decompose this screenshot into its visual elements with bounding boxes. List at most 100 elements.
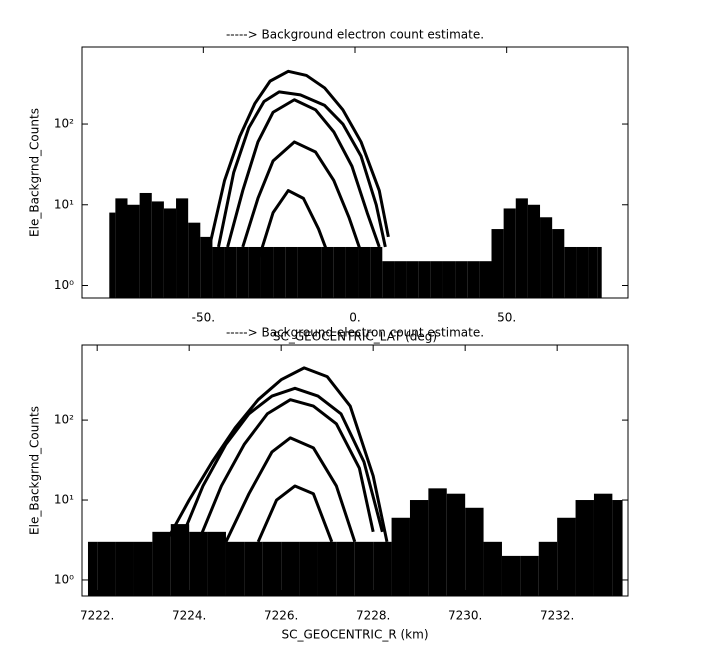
background-spike (133, 541, 153, 596)
background-spike (467, 261, 480, 298)
background-spike (336, 541, 355, 596)
background-spike (406, 261, 419, 298)
background-spike (557, 517, 576, 596)
background-spike (483, 541, 502, 596)
x-axis-label: SC_GEOCENTRIC_R (km) (282, 628, 429, 642)
background-spike (212, 246, 225, 298)
background-spike (575, 500, 594, 596)
x-tick-label: 50. (497, 311, 516, 325)
background-spike (442, 261, 456, 298)
background-spike (540, 217, 553, 298)
background-spike (87, 541, 98, 596)
background-spike (527, 204, 541, 298)
background-spike (115, 541, 134, 596)
background-spike (163, 208, 177, 298)
background-spike (446, 493, 466, 596)
background-spike (273, 246, 286, 298)
background-spike (479, 261, 492, 298)
background-spike (236, 246, 249, 298)
count-curve (224, 436, 357, 543)
background-spike (207, 531, 226, 596)
background-spike (225, 541, 245, 596)
count-curve (226, 98, 381, 248)
background-spike (465, 507, 484, 596)
background-spike (382, 261, 395, 298)
count-curve (164, 366, 389, 543)
count-curve (217, 90, 387, 248)
background-spike (200, 236, 213, 298)
x-tick-label: 7228. (356, 609, 390, 623)
background-spike (418, 261, 431, 298)
background-spike (588, 246, 598, 298)
plot-frame (81, 344, 629, 597)
background-spike (370, 246, 383, 298)
x-tick-label: 7222. (80, 609, 114, 623)
background-spike (127, 204, 140, 298)
background-spike (552, 229, 565, 298)
count-curve (207, 69, 390, 248)
count-curve (256, 484, 334, 543)
background-spike (358, 246, 371, 298)
y-tick-label: 10² (54, 117, 74, 131)
background-spike (394, 261, 407, 298)
background-spike (97, 541, 116, 596)
y-axis-label: Ele_Backgrnd_Counts (28, 406, 42, 535)
background-spike (597, 246, 602, 298)
background-spike (430, 261, 443, 298)
y-tick-label: 10² (54, 413, 74, 427)
count-curve (196, 398, 375, 543)
x-tick-label: 7230. (448, 609, 482, 623)
background-spike (564, 246, 577, 298)
background-spike (491, 229, 504, 298)
background-spike (297, 246, 310, 298)
background-spike (455, 261, 468, 298)
x-tick-label: 7224. (172, 609, 206, 623)
background-spike (538, 541, 558, 596)
count-curve (178, 386, 384, 543)
x-tick-label: 7232. (540, 609, 574, 623)
background-spike (244, 541, 263, 596)
background-spike (152, 531, 171, 596)
background-spike (409, 500, 429, 596)
background-spike (188, 222, 201, 298)
background-spike (373, 541, 392, 596)
background-spike (515, 198, 528, 298)
background-spike (285, 246, 298, 298)
background-spike (281, 541, 300, 596)
background-spike (345, 246, 359, 298)
y-tick-label: 10⁰ (54, 572, 74, 586)
x-tick-label: 0. (349, 311, 360, 325)
background-spike (115, 198, 128, 298)
background-spike (428, 488, 447, 596)
background-spike (576, 246, 589, 298)
count-curve (241, 140, 366, 262)
background-spike (333, 246, 346, 298)
y-tick-label: 10⁰ (54, 278, 74, 292)
chart-title: -----> Background electron count estimat… (226, 326, 484, 340)
x-axis-label: SC_GEOCENTRIC_LAT (deg) (273, 330, 437, 344)
background-spike (391, 517, 410, 596)
background-spike (520, 555, 539, 596)
background-spike (299, 541, 318, 596)
y-axis-label: Ele_Backgrnd_Counts (28, 108, 42, 237)
background-spike (260, 246, 274, 298)
background-spike (224, 246, 237, 298)
x-tick-label: -50. (192, 311, 215, 325)
background-spike (151, 201, 164, 298)
y-tick-label: 10¹ (54, 197, 74, 211)
background-spike (503, 208, 516, 298)
background-spike (593, 493, 613, 596)
background-spike (109, 212, 116, 298)
background-spike (139, 192, 152, 298)
y-tick-label: 10¹ (54, 493, 74, 507)
background-spike (176, 198, 189, 298)
background-spike (612, 500, 623, 596)
background-spike (309, 246, 322, 298)
background-spike (262, 541, 282, 596)
background-spike (189, 531, 208, 596)
background-spike (501, 555, 521, 596)
background-spike (354, 541, 374, 596)
chart-title: -----> Background electron count estimat… (226, 28, 484, 42)
background-spike (317, 541, 337, 596)
